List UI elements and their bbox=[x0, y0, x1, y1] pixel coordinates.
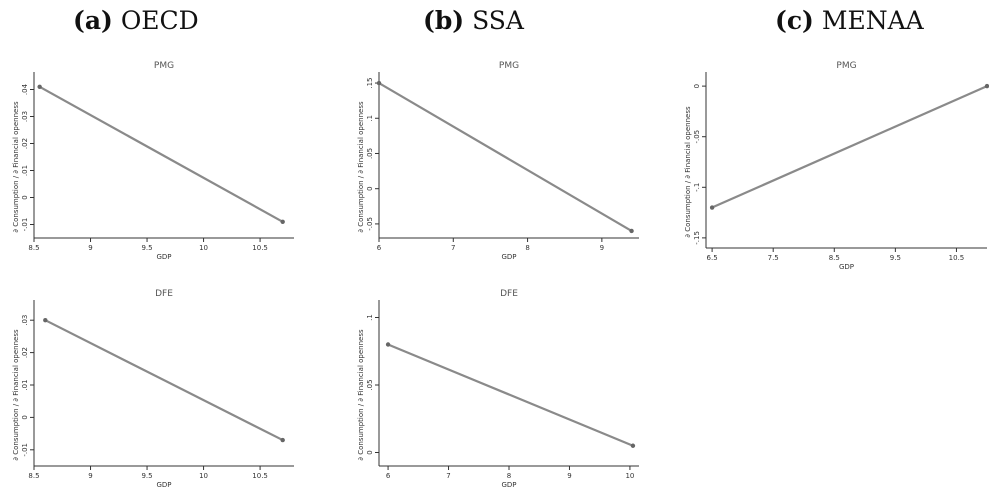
y-tick-label: 0 bbox=[693, 84, 701, 88]
x-tick-label: 7.5 bbox=[768, 254, 779, 262]
chart-svg: PMG 6 7 8 9 -.05 0 .05 .1 .15 GDP ∂ Consumption / ∂… bbox=[357, 61, 639, 261]
data-point bbox=[280, 219, 285, 224]
column-name: MENAA bbox=[821, 6, 924, 35]
x-tick-label: 8 bbox=[525, 244, 529, 252]
y-tick-label: 0 bbox=[21, 415, 29, 419]
column-label: (a) bbox=[73, 6, 113, 35]
y-tick-label: .01 bbox=[21, 379, 29, 390]
x-tick-label: 9 bbox=[88, 472, 92, 480]
panel-title: PMG bbox=[154, 61, 174, 71]
y-tick-label: 0 bbox=[366, 450, 374, 454]
x-axis-title: GDP bbox=[501, 481, 516, 489]
y-tick-label: -.05 bbox=[693, 130, 701, 144]
x-tick-label: 7 bbox=[451, 244, 455, 252]
data-point bbox=[629, 228, 634, 234]
y-tick-label: .1 bbox=[366, 115, 374, 122]
chart-svg: PMG 6.5 7.5 8.5 9.5 10.5 -.15 -.1 -.05 0 GDP ∂ Cons… bbox=[684, 61, 989, 271]
data-point bbox=[376, 80, 382, 86]
x-axis-title: GDP bbox=[839, 263, 854, 271]
chart-panel-oecd-dfe: DFE 8.5 9 9.5 10 10.5 -.01 0 .01 .02 .03 GDP ∂ Consu… bbox=[0, 280, 300, 500]
data-point bbox=[43, 318, 48, 323]
series-line bbox=[387, 343, 634, 447]
y-tick-label: .05 bbox=[366, 148, 374, 159]
x-axis-title: GDP bbox=[156, 481, 171, 489]
x-tick-label: 8.5 bbox=[28, 472, 39, 480]
series-line bbox=[711, 85, 988, 209]
chart-svg: DFE 6 7 8 9 10 0 .05 .1 GDP ∂ Consumption / ∂ Fina… bbox=[357, 289, 639, 489]
x-tick-label: 9 bbox=[88, 244, 92, 252]
x-tick-label: 7 bbox=[446, 472, 450, 480]
y-tick-label: .02 bbox=[21, 347, 29, 358]
y-axis-title: ∂ Consumption / ∂ Financial openness bbox=[357, 329, 365, 461]
y-tick-label: .03 bbox=[21, 111, 29, 122]
x-tick-label: 8.5 bbox=[829, 254, 840, 262]
y-tick-label: .1 bbox=[366, 314, 374, 321]
column-title-oecd: (a) OECD bbox=[73, 6, 199, 35]
x-axis-title: GDP bbox=[156, 253, 171, 261]
x-tick-label: 10.5 bbox=[252, 244, 268, 252]
y-tick-label: .05 bbox=[366, 379, 374, 390]
chart-panel-oecd-pmg: PMG 8.5 9 9.5 10 10.5 -.01 0 .01 .02 .03 .04 GDP ∂ Co… bbox=[0, 52, 300, 272]
data-point bbox=[709, 205, 715, 210]
chart-svg: PMG 8.5 9 9.5 10 10.5 -.01 0 .01 .02 .03 .04 GDP ∂ Co… bbox=[12, 61, 294, 261]
y-tick-label: -.05 bbox=[366, 217, 374, 231]
x-tick-label: 8.5 bbox=[28, 244, 39, 252]
series-line bbox=[44, 319, 284, 442]
panel-title: PMG bbox=[836, 61, 856, 71]
y-tick-label: 0 bbox=[366, 186, 374, 190]
data-point bbox=[280, 437, 285, 443]
y-axis-title: ∂ Consumption / ∂ Financial openness bbox=[357, 101, 365, 233]
series-line bbox=[39, 85, 284, 223]
data-point bbox=[37, 84, 42, 89]
x-tick-label: 10 bbox=[625, 472, 634, 480]
y-tick-label: .01 bbox=[21, 165, 29, 176]
x-tick-label: 6.5 bbox=[707, 254, 718, 262]
x-tick-label: 9.5 bbox=[890, 254, 901, 262]
x-tick-label: 10 bbox=[199, 472, 208, 480]
y-axis-title: ∂ Consumption / ∂ Financial openness bbox=[12, 101, 20, 233]
column-label: (c) bbox=[775, 6, 814, 35]
y-tick-label: -.15 bbox=[693, 231, 701, 245]
y-tick-label: 0 bbox=[21, 195, 29, 199]
data-point bbox=[984, 83, 989, 89]
y-tick-label: .04 bbox=[21, 83, 29, 95]
y-tick-label: .03 bbox=[21, 315, 29, 326]
x-tick-label: 6 bbox=[386, 472, 391, 480]
x-tick-label: 10.5 bbox=[252, 472, 268, 480]
data-point bbox=[385, 342, 391, 347]
panel-title: DFE bbox=[155, 289, 173, 299]
x-axis-title: GDP bbox=[501, 253, 516, 261]
column-name: SSA bbox=[472, 6, 524, 35]
chart-svg: DFE 8.5 9 9.5 10 10.5 -.01 0 .01 .02 .03 GDP ∂ Consu… bbox=[12, 289, 294, 489]
x-tick-label: 9 bbox=[600, 244, 604, 252]
panel-title: PMG bbox=[499, 61, 519, 71]
column-name: OECD bbox=[120, 6, 199, 35]
x-tick-label: 10.5 bbox=[949, 254, 965, 262]
column-title-menaa: (c) MENAA bbox=[775, 6, 924, 35]
y-tick-label: .02 bbox=[21, 138, 29, 149]
y-tick-label: -.1 bbox=[693, 183, 701, 192]
y-tick-label: .15 bbox=[366, 77, 374, 88]
y-tick-label: -.01 bbox=[21, 443, 29, 457]
x-tick-label: 8 bbox=[507, 472, 511, 480]
x-tick-label: 9 bbox=[567, 472, 571, 480]
series-line bbox=[378, 82, 633, 232]
x-tick-label: 10 bbox=[199, 244, 208, 252]
y-tick-label: -.01 bbox=[21, 218, 29, 232]
data-point bbox=[630, 443, 636, 448]
chart-panel-ssa-pmg: PMG 6 7 8 9 -.05 0 .05 .1 .15 GDP ∂ Consumption / ∂… bbox=[345, 52, 645, 272]
column-title-ssa: (b) SSA bbox=[423, 6, 524, 35]
column-label: (b) bbox=[423, 6, 465, 35]
y-axis-title: ∂ Consumption / ∂ Financial openness bbox=[12, 329, 20, 461]
x-tick-label: 9.5 bbox=[141, 472, 152, 480]
panel-title: DFE bbox=[500, 289, 518, 299]
chart-panel-ssa-dfe: DFE 6 7 8 9 10 0 .05 .1 GDP ∂ Consumption / ∂ Fina… bbox=[345, 280, 645, 500]
y-axis-title: ∂ Consumption / ∂ Financial openness bbox=[684, 106, 692, 238]
x-tick-label: 9.5 bbox=[141, 244, 152, 252]
chart-panel-menaa-pmg: PMG 6.5 7.5 8.5 9.5 10.5 -.15 -.1 -.05 0 GDP ∂ Cons… bbox=[684, 52, 989, 272]
x-tick-label: 6 bbox=[377, 244, 382, 252]
